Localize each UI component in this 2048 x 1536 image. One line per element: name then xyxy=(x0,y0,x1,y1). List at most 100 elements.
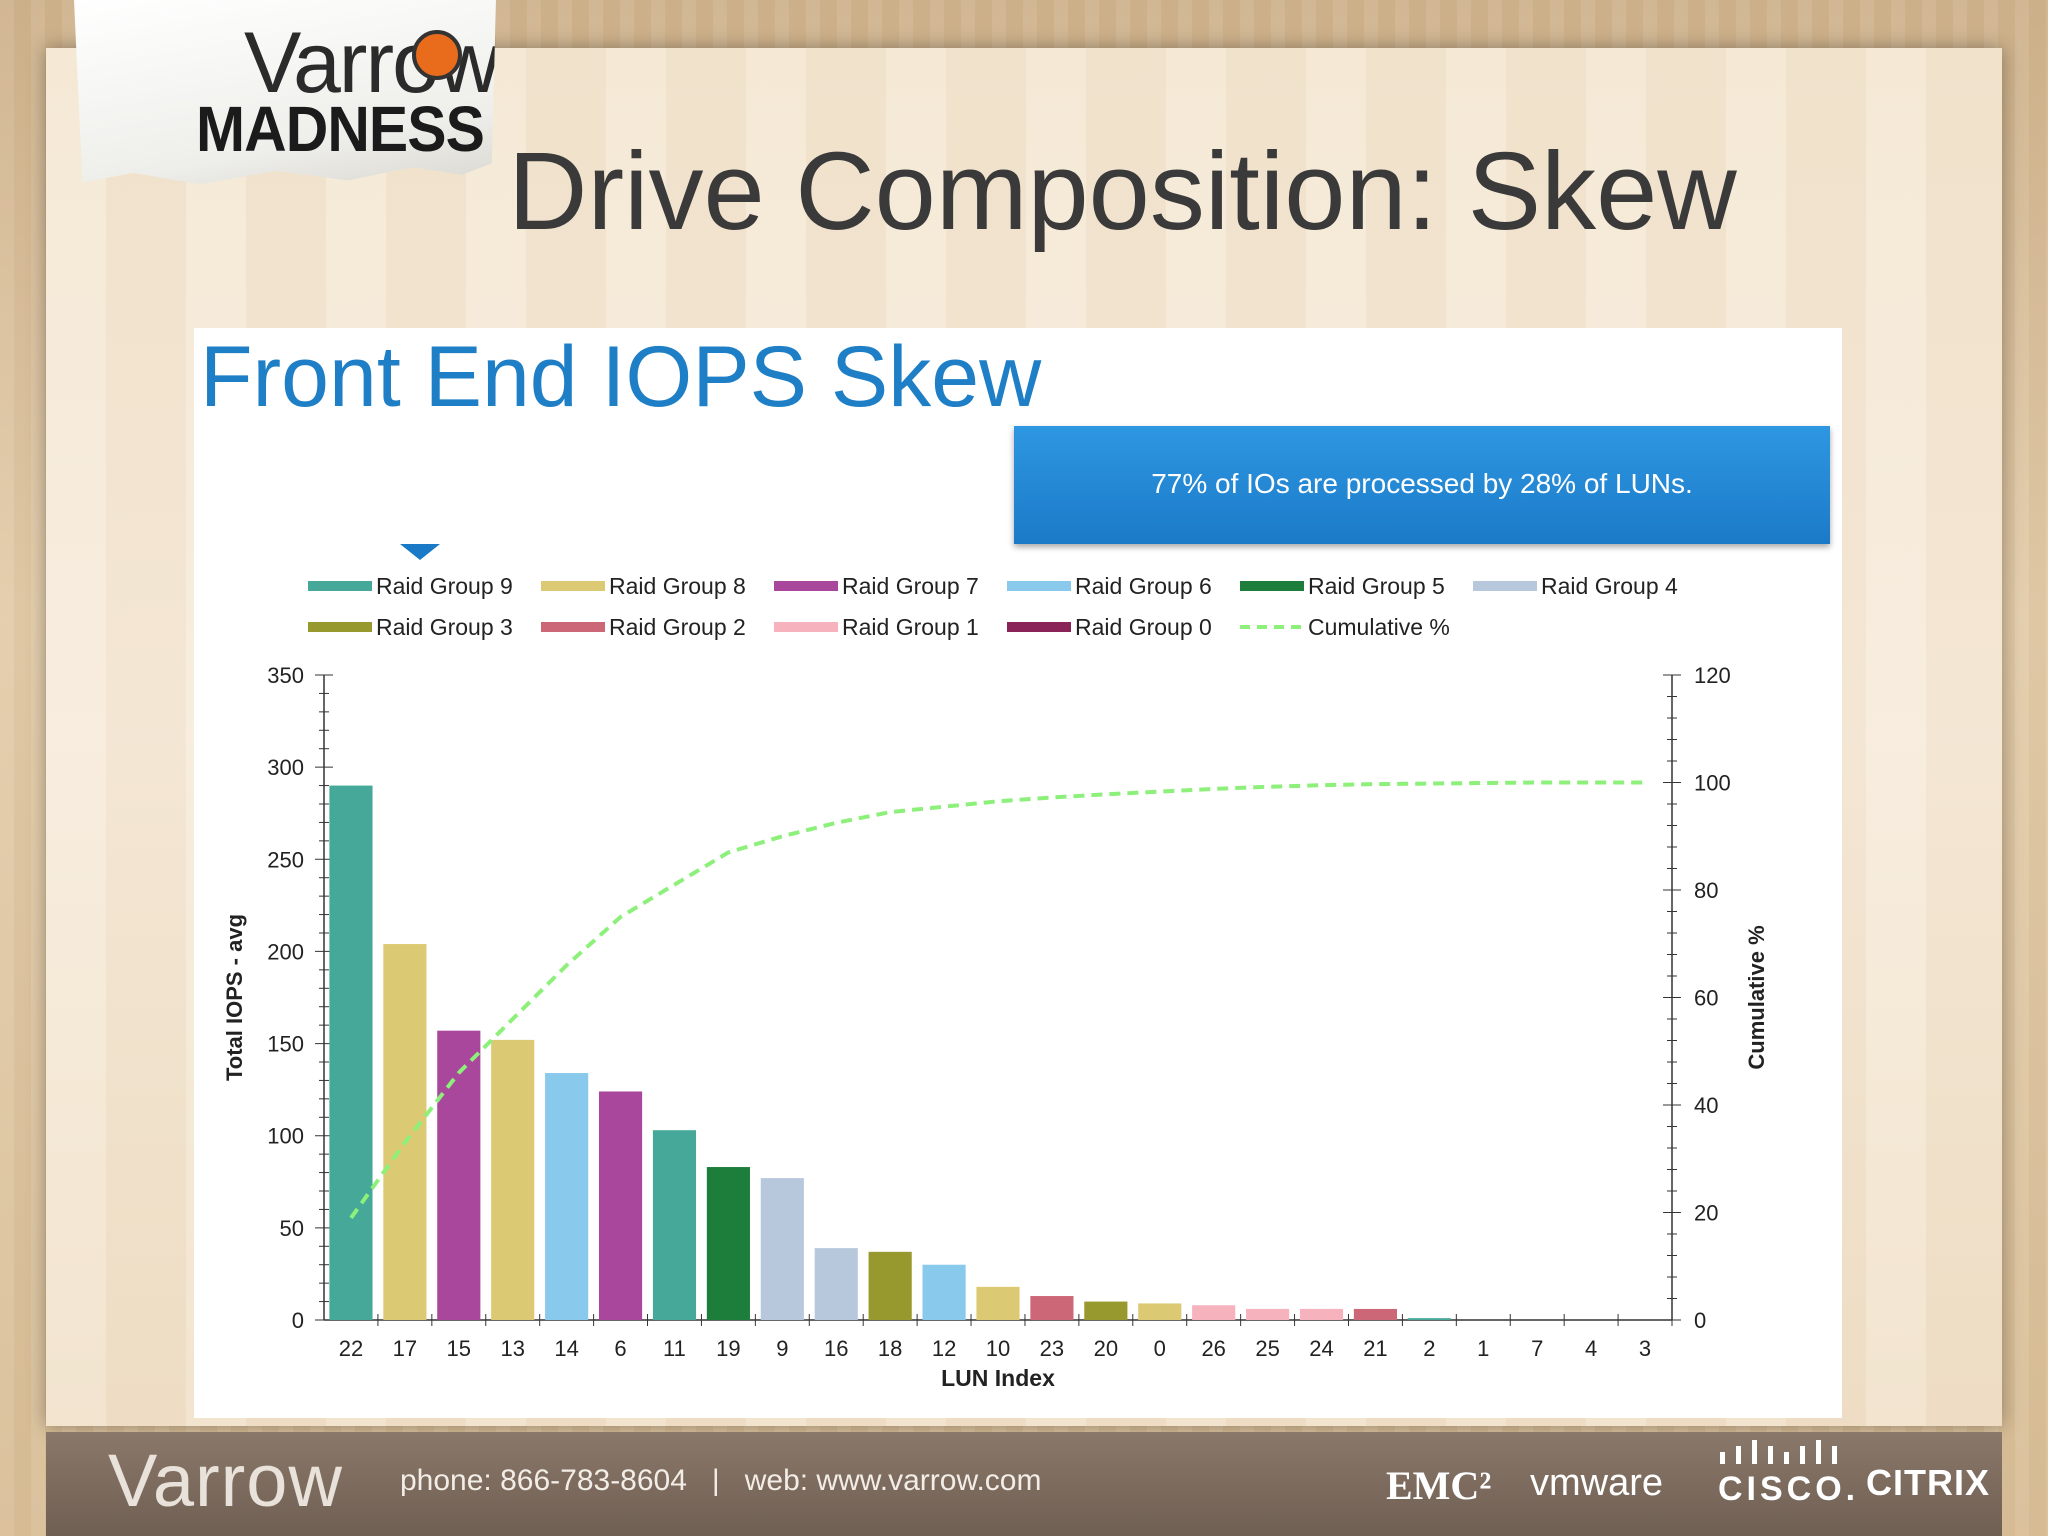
legend-label: Raid Group 1 xyxy=(842,614,979,640)
legend-label: Raid Group 5 xyxy=(1308,573,1445,599)
x-tick-label: 12 xyxy=(932,1336,956,1361)
footer-varrow-logo: Varrow xyxy=(108,1439,343,1522)
y-axis-title: Total IOPS - avg xyxy=(222,914,247,1081)
bar-lun-12 xyxy=(922,1264,966,1320)
x-tick-label: 16 xyxy=(824,1336,848,1361)
y2-tick-label: 100 xyxy=(1694,771,1731,796)
callout-pointer xyxy=(400,544,440,560)
callout-text: 77% of IOs are processed by 28% of LUNs. xyxy=(1151,468,1693,499)
bar-lun-22 xyxy=(329,785,373,1320)
bar-lun-25 xyxy=(1246,1308,1290,1320)
x-tick-label: 0 xyxy=(1154,1336,1166,1361)
x-tick-label: 25 xyxy=(1255,1336,1279,1361)
cisco-logo: CISCO. xyxy=(1718,1470,1860,1508)
legend-swatch xyxy=(1007,622,1071,632)
bar-lun-6 xyxy=(598,1091,643,1320)
y2-axis-title: Cumulative % xyxy=(1744,925,1769,1069)
y2-tick-label: 20 xyxy=(1694,1201,1718,1226)
x-tick-label: 18 xyxy=(878,1336,902,1361)
bar-lun-23 xyxy=(1030,1296,1074,1320)
x-axis-title: LUN Index xyxy=(941,1365,1055,1391)
legend-label: Raid Group 8 xyxy=(609,573,746,599)
legend-swatch xyxy=(1240,581,1304,591)
x-tick-label: 17 xyxy=(393,1336,417,1361)
bar-lun-13 xyxy=(491,1039,535,1320)
cisco-bars-icon xyxy=(1720,1440,1837,1464)
bar-lun-9 xyxy=(760,1178,804,1320)
y-tick-label: 250 xyxy=(267,847,304,872)
legend-swatch xyxy=(1473,581,1537,591)
y2-tick-label: 120 xyxy=(1694,663,1731,688)
x-tick-label: 23 xyxy=(1040,1336,1064,1361)
bar-lun-18 xyxy=(868,1251,912,1320)
x-tick-label: 3 xyxy=(1639,1336,1651,1361)
footer-bar: Varrow phone: 866-783-8604 | web: www.va… xyxy=(46,1432,2002,1536)
x-tick-label: 14 xyxy=(554,1336,578,1361)
emc-logo: EMC² xyxy=(1386,1463,1492,1508)
y-tick-label: 100 xyxy=(267,1124,304,1149)
legend-swatch xyxy=(308,581,372,591)
x-tick-label: 20 xyxy=(1094,1336,1118,1361)
bar-lun-26 xyxy=(1192,1305,1236,1320)
bar-lun-15 xyxy=(437,1030,481,1320)
legend-swatch xyxy=(541,622,605,632)
logo-madness-text: MADNESS xyxy=(196,93,485,165)
bar-lun-0 xyxy=(1138,1303,1182,1320)
y2-tick-label: 0 xyxy=(1694,1308,1706,1333)
legend-label: Cumulative % xyxy=(1308,614,1450,640)
chart-panel: Front End IOPS Skew 77% of IOs are proce… xyxy=(194,328,1842,1418)
y-tick-label: 300 xyxy=(267,755,304,780)
y2-tick-label: 40 xyxy=(1694,1093,1718,1118)
bar-lun-11 xyxy=(652,1130,697,1320)
x-tick-label: 6 xyxy=(614,1336,626,1361)
cumulative-line xyxy=(349,780,1645,1220)
slide-title: Drive Composition: Skew xyxy=(508,130,1737,253)
bar-lun-24 xyxy=(1299,1308,1344,1320)
x-tick-label: 15 xyxy=(447,1336,471,1361)
legend-label: Raid Group 3 xyxy=(376,614,513,640)
bar-lun-16 xyxy=(814,1248,858,1320)
x-tick-label: 21 xyxy=(1363,1336,1387,1361)
y-tick-label: 150 xyxy=(267,1032,304,1057)
legend-swatch xyxy=(1007,581,1071,591)
bar-lun-14 xyxy=(545,1073,589,1320)
legend-swatch xyxy=(774,622,838,632)
bar-lun-21 xyxy=(1353,1308,1398,1320)
legend-label: Raid Group 0 xyxy=(1075,614,1212,640)
legend-label: Raid Group 2 xyxy=(609,614,746,640)
x-tick-label: 22 xyxy=(339,1336,363,1361)
bar-lun-10 xyxy=(976,1286,1020,1320)
bar-lun-19 xyxy=(706,1167,750,1320)
y2-tick-label: 80 xyxy=(1694,878,1718,903)
legend-label: Raid Group 4 xyxy=(1541,573,1678,599)
x-tick-label: 2 xyxy=(1423,1336,1435,1361)
x-tick-label: 7 xyxy=(1531,1336,1543,1361)
x-tick-label: 4 xyxy=(1585,1336,1597,1361)
x-tick-label: 26 xyxy=(1201,1336,1225,1361)
legend-swatch xyxy=(541,581,605,591)
legend-label: Raid Group 9 xyxy=(376,573,513,599)
bar-lun-20 xyxy=(1084,1301,1128,1320)
footer-contact: phone: 866-783-8604 | web: www.varrow.co… xyxy=(400,1464,1042,1497)
legend-label: Raid Group 7 xyxy=(842,573,979,599)
x-tick-label: 11 xyxy=(663,1336,686,1361)
bar-lun-17 xyxy=(383,944,427,1320)
y2-tick-label: 60 xyxy=(1694,986,1718,1011)
legend-swatch xyxy=(774,581,838,591)
y-tick-label: 350 xyxy=(267,663,304,688)
x-tick-label: 1 xyxy=(1477,1336,1489,1361)
chart-title: Front End IOPS Skew xyxy=(200,329,1042,425)
bar-lun-2 xyxy=(1407,1318,1451,1320)
vmware-logo: vmware xyxy=(1530,1462,1664,1504)
varrow-madness-logo: Varrow MADNESS xyxy=(74,0,496,185)
citrix-logo: CITRIX xyxy=(1866,1462,1991,1503)
x-tick-label: 24 xyxy=(1309,1336,1333,1361)
y-tick-label: 0 xyxy=(292,1308,304,1333)
x-tick-label: 10 xyxy=(986,1336,1010,1361)
x-tick-label: 19 xyxy=(716,1336,740,1361)
legend-label: Raid Group 6 xyxy=(1075,573,1212,599)
legend-swatch xyxy=(308,622,372,632)
callout-box: 77% of IOs are processed by 28% of LUNs. xyxy=(1014,426,1830,544)
